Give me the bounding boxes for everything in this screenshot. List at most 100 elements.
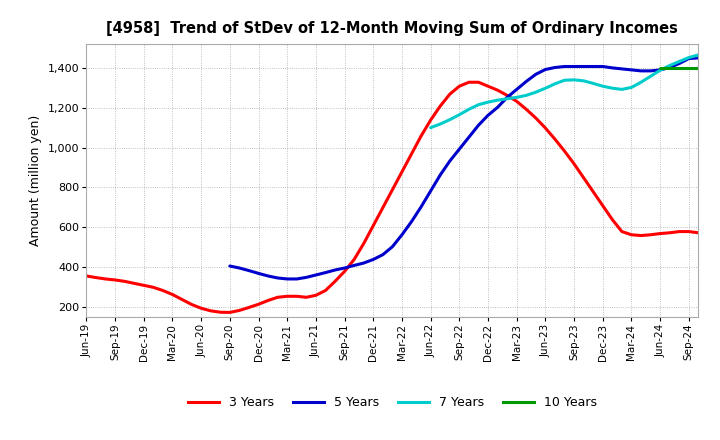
5 Years <box>618 66 626 72</box>
Legend: 3 Years, 5 Years, 7 Years, 10 Years: 3 Years, 5 Years, 7 Years, 10 Years <box>183 391 602 414</box>
Line: 3 Years: 3 Years <box>86 82 698 312</box>
7 Years <box>598 84 607 89</box>
7 Years <box>513 95 521 100</box>
7 Years <box>589 81 598 86</box>
5 Years <box>598 64 607 69</box>
7 Years <box>436 121 444 127</box>
7 Years <box>541 85 550 91</box>
7 Years <box>618 87 626 92</box>
10 Years <box>675 65 683 70</box>
5 Years <box>513 87 521 92</box>
3 Years <box>235 308 243 313</box>
10 Years <box>694 65 703 70</box>
5 Years <box>283 276 292 282</box>
7 Years <box>694 52 703 58</box>
10 Years <box>665 65 674 70</box>
5 Years <box>292 276 301 282</box>
Line: 7 Years: 7 Years <box>431 55 698 128</box>
7 Years <box>503 96 511 101</box>
3 Years <box>274 295 282 300</box>
5 Years <box>551 65 559 70</box>
5 Years <box>656 67 665 73</box>
3 Years <box>350 257 359 262</box>
7 Years <box>455 112 464 117</box>
5 Years <box>560 64 569 69</box>
Y-axis label: Amount (million yen): Amount (million yen) <box>30 115 42 246</box>
7 Years <box>570 77 578 82</box>
3 Years <box>694 230 703 235</box>
3 Years <box>464 80 473 85</box>
7 Years <box>493 98 502 103</box>
5 Years <box>474 123 483 128</box>
3 Years <box>225 310 234 315</box>
5 Years <box>254 271 263 276</box>
5 Years <box>694 55 703 61</box>
5 Years <box>369 257 377 262</box>
5 Years <box>264 273 272 279</box>
5 Years <box>636 68 645 73</box>
5 Years <box>570 64 578 69</box>
7 Years <box>446 117 454 122</box>
5 Years <box>665 65 674 70</box>
5 Years <box>685 56 693 61</box>
5 Years <box>675 61 683 66</box>
7 Years <box>531 90 540 95</box>
5 Years <box>580 64 588 69</box>
7 Years <box>426 125 435 130</box>
7 Years <box>675 59 683 64</box>
7 Years <box>551 81 559 87</box>
3 Years <box>627 232 636 238</box>
7 Years <box>636 80 645 85</box>
5 Years <box>503 95 511 100</box>
7 Years <box>464 106 473 112</box>
5 Years <box>302 275 310 280</box>
5 Years <box>522 79 531 84</box>
7 Years <box>608 85 616 91</box>
7 Years <box>685 55 693 60</box>
7 Years <box>522 93 531 98</box>
7 Years <box>560 77 569 83</box>
5 Years <box>235 265 243 271</box>
5 Years <box>321 270 330 275</box>
5 Years <box>341 265 349 271</box>
5 Years <box>245 268 253 273</box>
5 Years <box>446 158 454 164</box>
5 Years <box>388 244 397 249</box>
10 Years <box>656 65 665 70</box>
5 Years <box>455 147 464 152</box>
5 Years <box>397 232 406 238</box>
5 Years <box>417 204 426 209</box>
7 Years <box>627 85 636 90</box>
5 Years <box>408 219 416 224</box>
7 Years <box>647 73 655 79</box>
5 Years <box>608 65 616 70</box>
5 Years <box>312 272 320 278</box>
Line: 5 Years: 5 Years <box>230 58 698 279</box>
5 Years <box>359 260 368 266</box>
5 Years <box>225 264 234 269</box>
5 Years <box>589 64 598 69</box>
3 Years <box>675 229 683 234</box>
5 Years <box>464 135 473 140</box>
5 Years <box>484 113 492 118</box>
5 Years <box>493 105 502 110</box>
5 Years <box>426 188 435 194</box>
7 Years <box>656 68 665 73</box>
5 Years <box>350 263 359 268</box>
3 Years <box>408 151 416 157</box>
5 Years <box>541 67 550 72</box>
7 Years <box>474 102 483 107</box>
7 Years <box>665 63 674 68</box>
5 Years <box>647 68 655 73</box>
5 Years <box>436 172 444 178</box>
5 Years <box>274 275 282 281</box>
Title: [4958]  Trend of StDev of 12-Month Moving Sum of Ordinary Incomes: [4958] Trend of StDev of 12-Month Moving… <box>107 21 678 36</box>
7 Years <box>580 78 588 84</box>
5 Years <box>627 67 636 73</box>
5 Years <box>379 252 387 257</box>
7 Years <box>484 99 492 105</box>
3 Years <box>82 273 91 279</box>
5 Years <box>531 72 540 77</box>
10 Years <box>685 65 693 70</box>
5 Years <box>330 268 339 273</box>
